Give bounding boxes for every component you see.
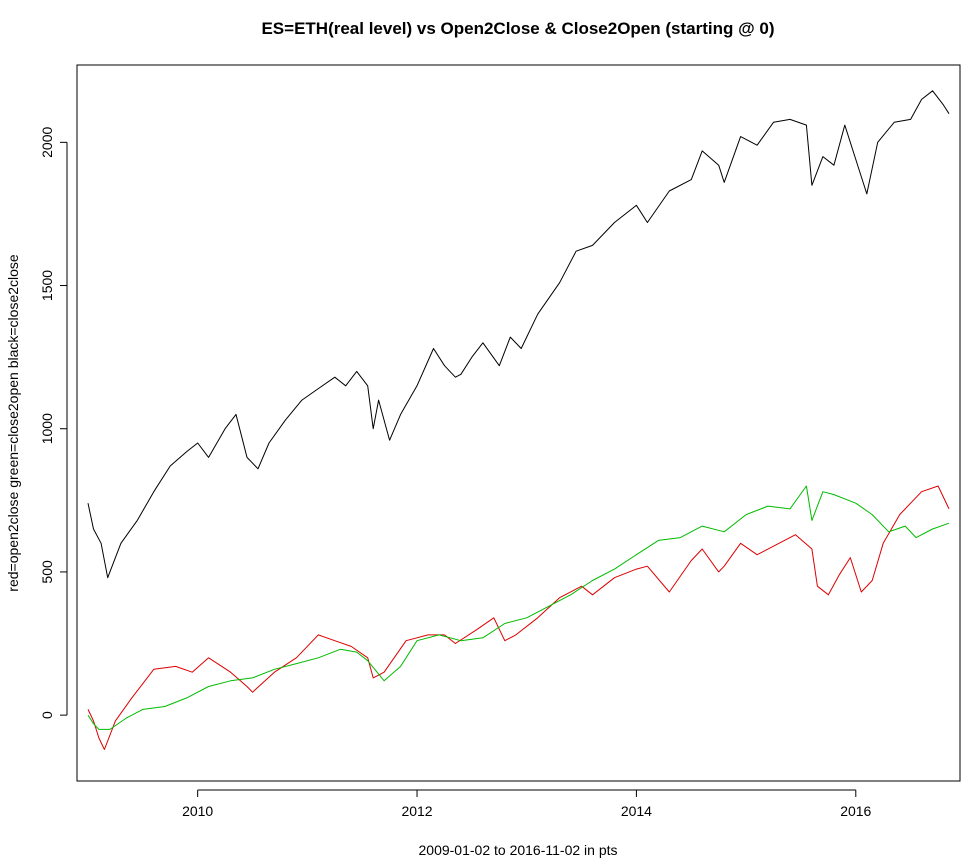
plot-frame bbox=[76, 64, 961, 782]
series-line-open2close bbox=[87, 485, 950, 750]
series-line-close2open bbox=[87, 485, 950, 730]
x-axis-label: 2009-01-02 to 2016-11-02 in pts bbox=[419, 842, 618, 858]
x-tick-label: 2014 bbox=[621, 803, 652, 819]
y-axis: 0 500 1000 1500 2000 bbox=[39, 127, 68, 719]
x-tick-label: 2016 bbox=[840, 803, 871, 819]
x-axis: 2010 2012 2014 2016 bbox=[182, 789, 872, 819]
y-tick-label: 500 bbox=[39, 560, 55, 584]
series-layer bbox=[87, 90, 950, 750]
y-axis-label: red=open2close green=close2open black=cl… bbox=[5, 254, 21, 592]
y-tick-label: 2000 bbox=[39, 127, 55, 158]
y-tick-label: 0 bbox=[39, 711, 55, 719]
y-tick-label: 1500 bbox=[39, 270, 55, 301]
x-tick-label: 2010 bbox=[182, 803, 213, 819]
x-tick-label: 2012 bbox=[401, 803, 432, 819]
series-line-close2close bbox=[87, 90, 950, 579]
chart-title: ES=ETH(real level) vs Open2Close & Close… bbox=[261, 19, 774, 38]
y-tick-label: 1000 bbox=[39, 413, 55, 444]
